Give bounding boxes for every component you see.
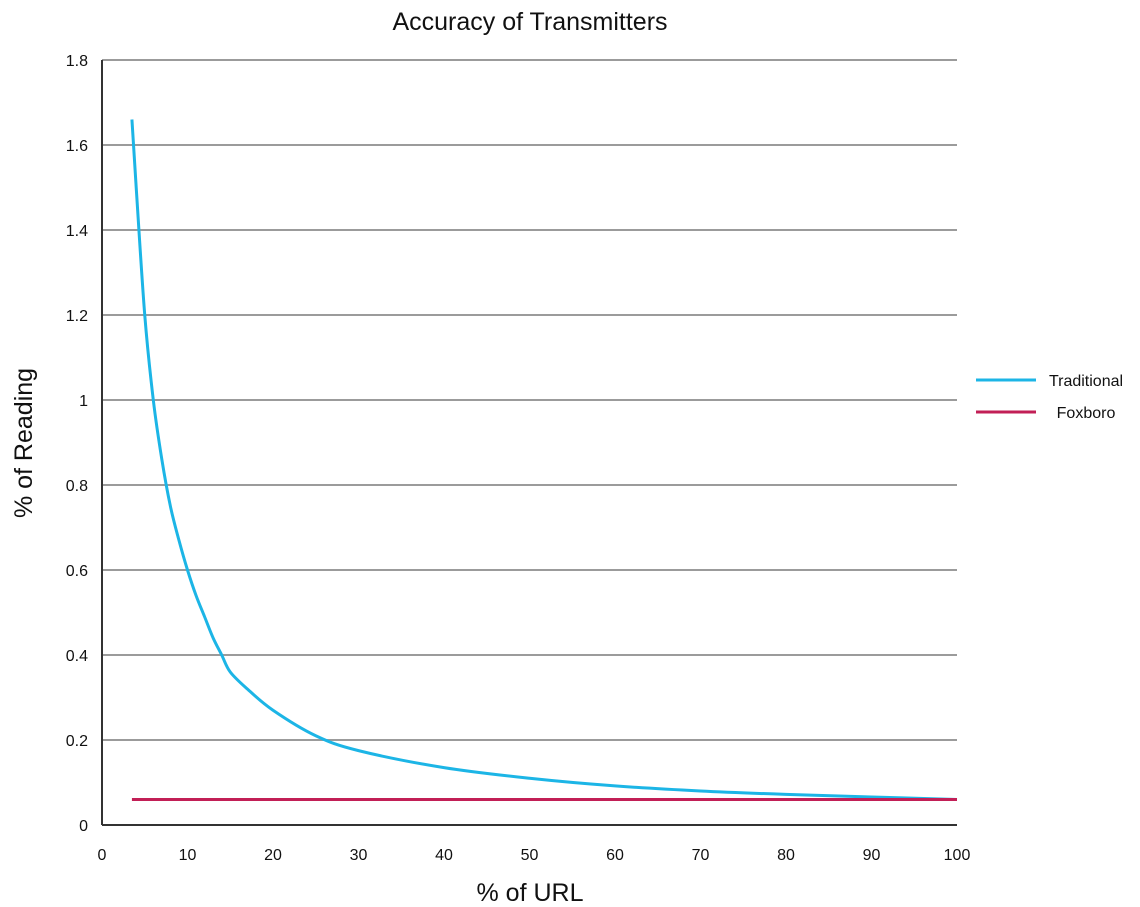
y-tick-label: 1.6 <box>66 138 88 155</box>
y-tick-label: 1.2 <box>66 308 88 325</box>
chart-title: Accuracy of Transmitters <box>392 8 667 36</box>
y-tick-label: 1.4 <box>66 223 88 240</box>
y-axis-title: % of Reading <box>10 368 38 518</box>
y-tick-label: 0.6 <box>66 563 88 580</box>
x-axis-ticks: 0 10 20 30 40 50 60 70 80 90 100 <box>98 847 971 864</box>
y-tick-label: 0.2 <box>66 733 88 750</box>
series-line-traditional <box>130 119 958 801</box>
y-axis-ticks: 0 0.2 0.4 0.6 0.8 1 1.2 1.4 1.6 1.8 <box>66 53 88 835</box>
y-tick-label: 0 <box>79 818 88 835</box>
legend-label-foxboro: Foxboro <box>1057 405 1116 422</box>
x-tick-label: 30 <box>350 847 368 864</box>
x-tick-label: 100 <box>944 847 971 864</box>
plot-series <box>130 119 958 801</box>
x-tick-label: 0 <box>98 847 107 864</box>
x-tick-label: 90 <box>863 847 881 864</box>
y-tick-label: 0.8 <box>66 478 88 495</box>
x-tick-label: 20 <box>264 847 282 864</box>
x-tick-label: 60 <box>606 847 624 864</box>
gridlines <box>102 59 957 826</box>
y-tick-label: 1.8 <box>66 53 88 70</box>
legend: Traditional Foxboro <box>976 373 1123 422</box>
x-tick-label: 70 <box>692 847 710 864</box>
x-tick-label: 80 <box>777 847 795 864</box>
y-tick-label: 0.4 <box>66 648 88 665</box>
legend-label-traditional: Traditional <box>1049 373 1123 390</box>
x-axis-title: % of URL <box>477 879 584 907</box>
x-tick-label: 40 <box>435 847 453 864</box>
y-tick-label: 1 <box>79 393 88 410</box>
x-tick-label: 50 <box>521 847 539 864</box>
x-tick-label: 10 <box>179 847 197 864</box>
